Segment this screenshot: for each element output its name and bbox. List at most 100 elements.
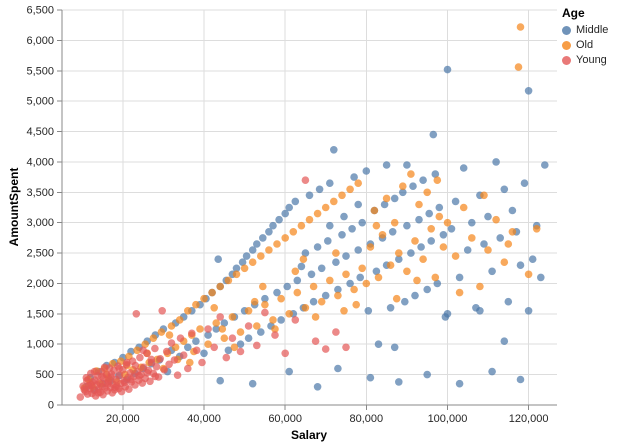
data-point [321,203,330,212]
data-point [413,276,421,285]
data-point [204,325,212,333]
data-point [500,258,509,267]
data-point [443,65,452,74]
y-tick-label: 500 [36,369,54,381]
data-point [346,185,354,194]
data-point [192,300,200,309]
data-point [354,246,363,254]
data-point [338,191,346,200]
y-tick-label: 4,500 [26,126,54,138]
data-point [374,273,383,282]
y-tick-label: 0 [48,400,54,412]
data-point [342,343,350,352]
data-point [516,261,525,270]
data-point [301,176,310,184]
data-point [192,346,201,355]
data-point [283,282,292,291]
data-point [415,215,423,224]
data-point [127,375,135,384]
data-point [143,369,151,377]
data-point [301,249,310,257]
data-point [125,385,133,394]
data-point [364,307,373,315]
data-point [468,218,476,227]
data-point [261,300,269,309]
data-point [291,316,300,324]
data-point [224,346,233,355]
data-point [261,294,269,303]
data-point [342,252,350,260]
data-point [242,252,251,260]
data-point [313,243,322,251]
data-point [212,325,220,333]
data-point [200,294,208,303]
data-point [386,261,395,270]
data-point [439,243,448,251]
axes: 0 500 1,000 1,500 2,000 2,500 3,000 3,500 4,000 4… [26,5,557,425]
data-point [358,218,367,227]
data-point [340,212,348,221]
points [76,23,549,401]
data-point [447,225,456,233]
data-point [500,185,509,194]
data-point [326,179,334,187]
data-point [188,329,196,338]
data-point [395,255,403,263]
data-point [269,221,277,230]
x-tick-label: 60,000 [268,413,302,425]
data-point [273,240,281,248]
data-point [80,386,89,394]
data-point [330,146,338,154]
y-tick-label: 3,500 [26,187,54,199]
data-point [326,221,334,230]
data-point [419,176,427,184]
data-point [248,258,257,267]
data-point [350,173,358,181]
data-point [196,325,204,333]
data-point [192,337,200,346]
data-point [285,203,294,212]
data-point [443,218,452,227]
data-point [380,200,389,209]
data-point [340,307,348,315]
data-point [524,270,533,279]
data-point [210,304,218,312]
data-point [120,378,129,387]
data-point [537,273,545,282]
series-old [80,23,541,392]
legend-item-young: Young [562,53,608,68]
data-point [429,130,438,139]
data-point [514,63,523,71]
data-point [395,378,403,386]
data-point [311,313,320,321]
data-point [210,343,218,352]
data-point [451,197,460,206]
data-point [382,161,391,169]
data-point [131,361,140,370]
data-point [167,339,176,347]
data-point [141,340,149,349]
data-point [151,344,159,353]
data-point [321,291,330,300]
data-point [259,234,267,242]
data-point [484,246,492,254]
data-point [390,194,399,203]
data-point [425,209,434,218]
y-axis-title: AmountSpent [7,167,21,247]
y-tick-label: 2,500 [26,248,54,260]
x-tick-label: 120,000 [509,413,549,425]
data-point [100,363,109,372]
data-point [504,297,513,306]
data-point [370,206,379,215]
legend-item-old: Old [562,38,608,53]
data-point [332,328,340,336]
data-point [528,255,537,263]
data-point [372,267,381,276]
data-point [156,355,164,363]
data-point [297,221,306,230]
data-point [382,194,391,203]
data-point [293,276,302,285]
data-point [176,334,185,343]
data-point [403,161,411,169]
